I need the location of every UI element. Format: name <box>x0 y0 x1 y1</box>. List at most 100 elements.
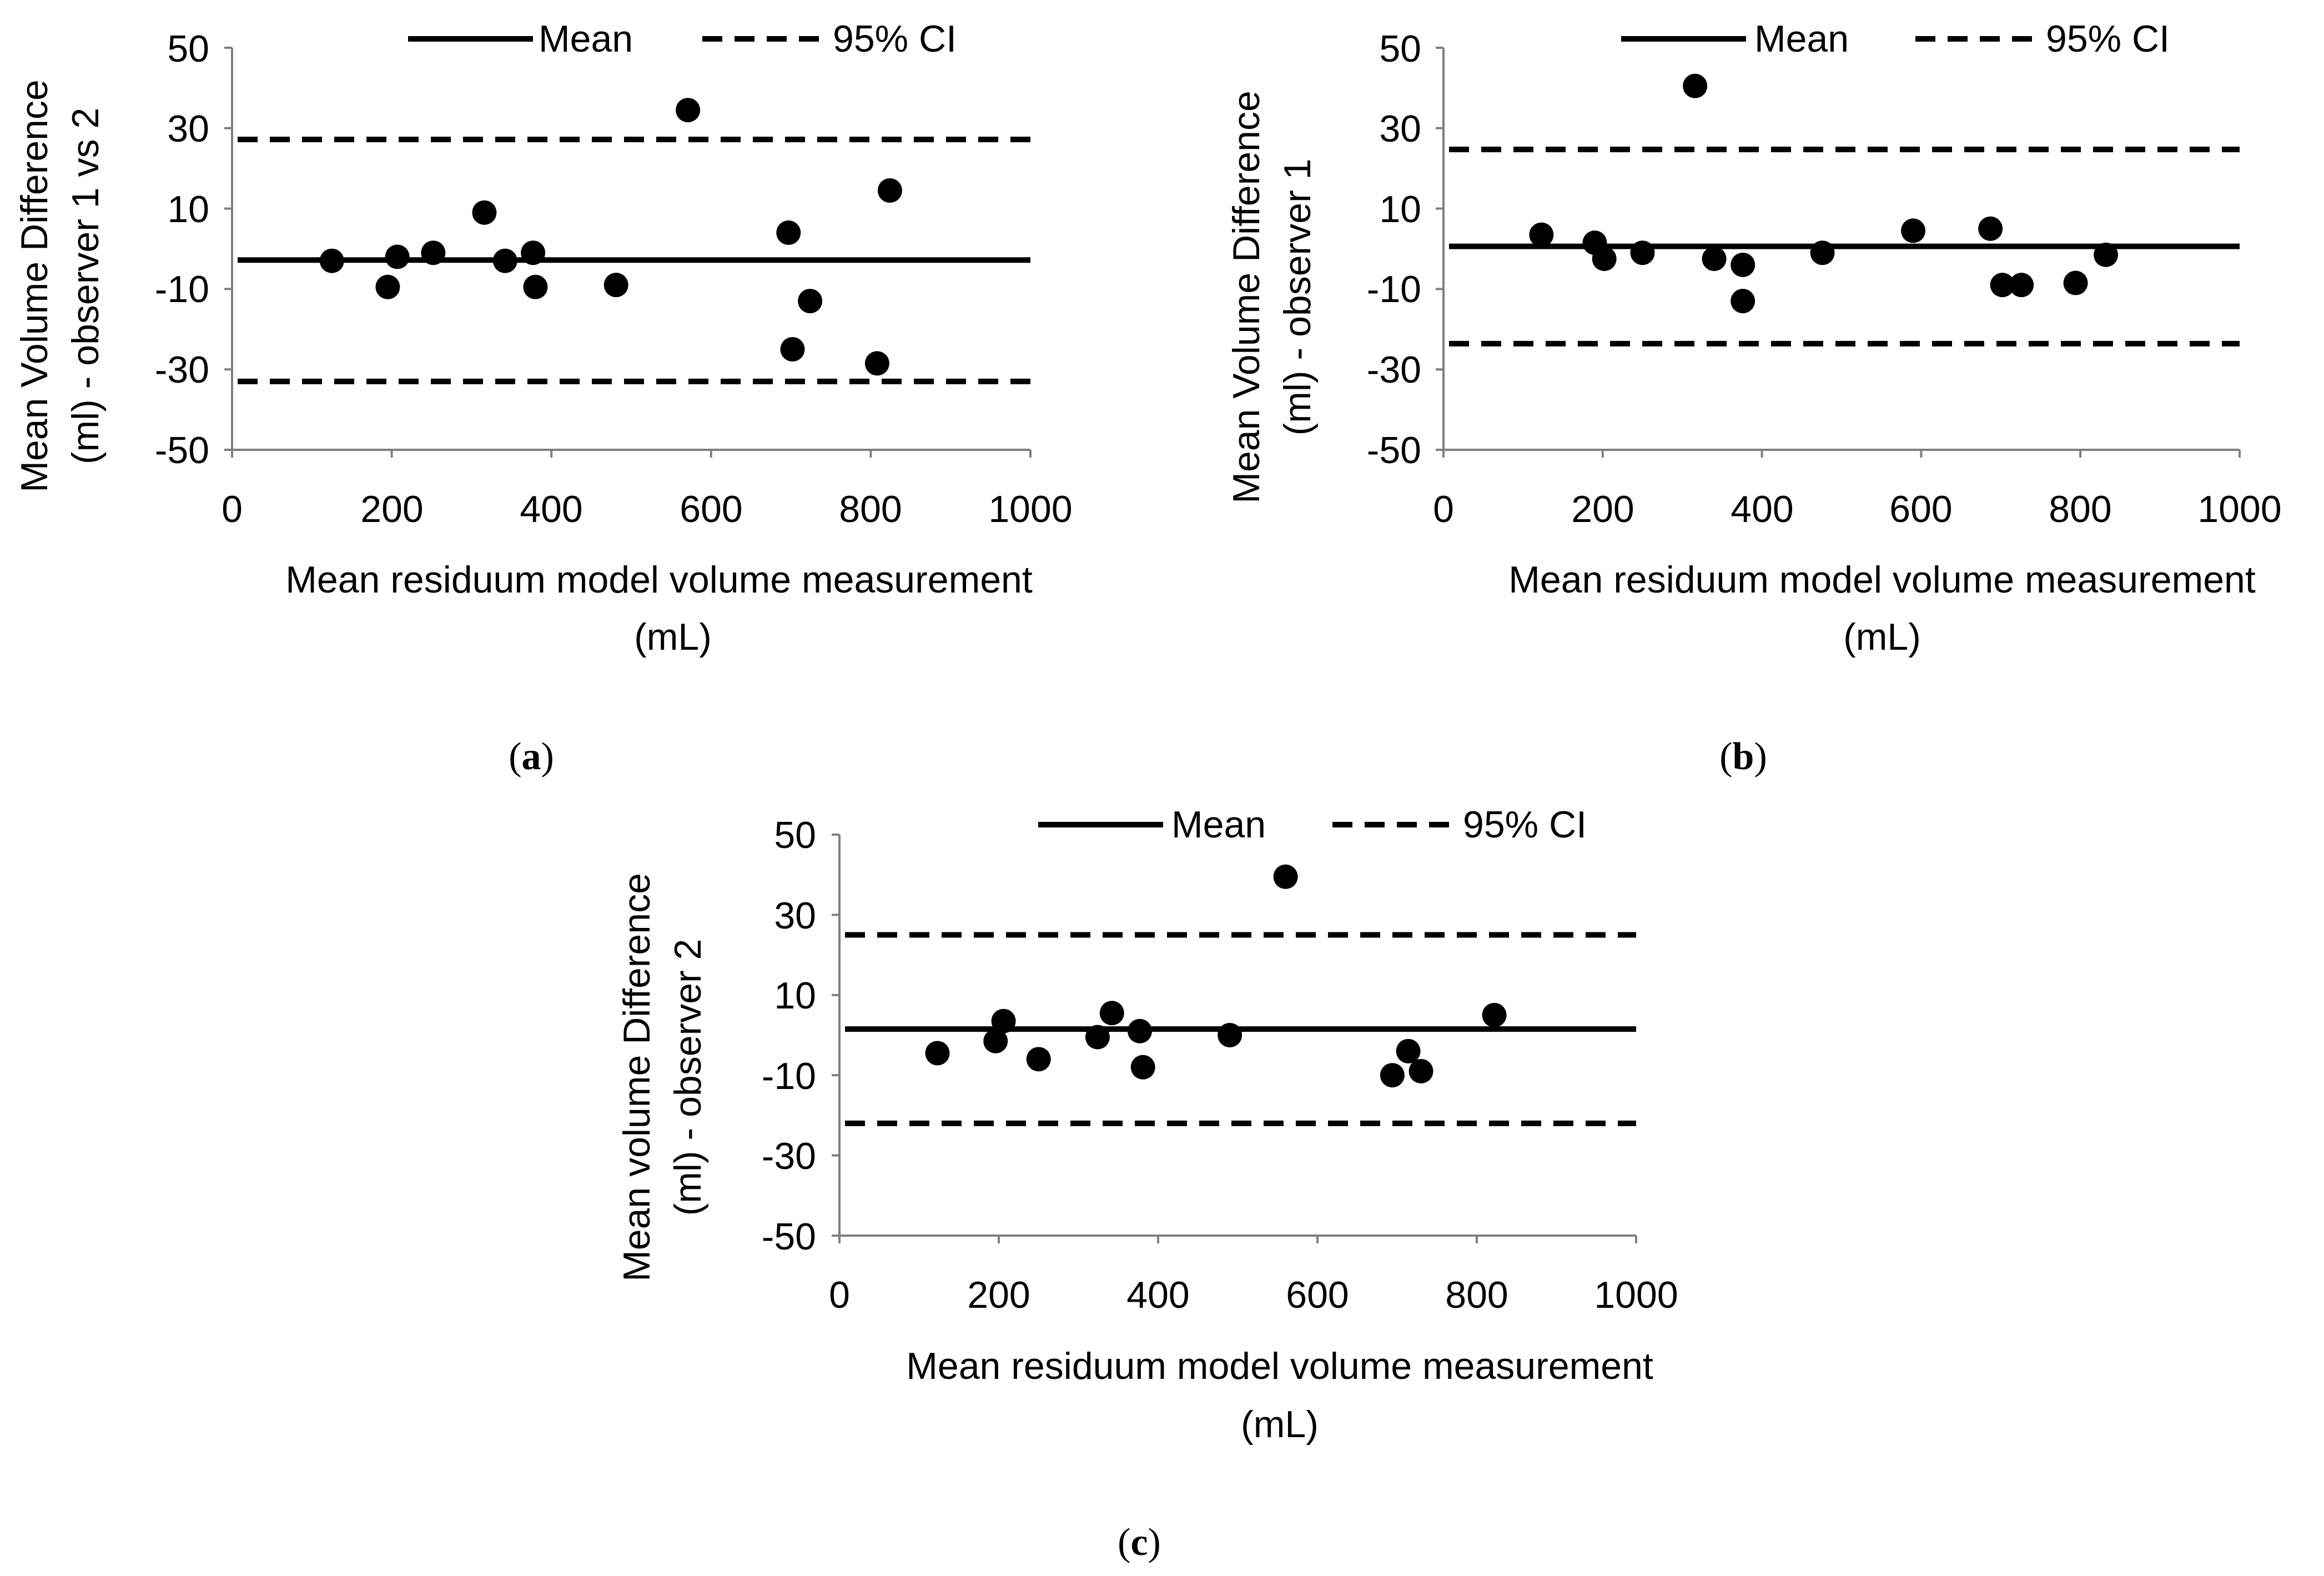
panel-b-caption: (b) <box>1719 735 1767 778</box>
panel-a-ytick-label: 10 <box>167 188 209 230</box>
panel-b-ytick-label: 30 <box>1379 108 1421 150</box>
panel-a-data-point <box>603 273 628 298</box>
panel-a-xtick-label: 1000 <box>988 488 1072 530</box>
panel-a-data-point <box>421 240 446 265</box>
panel-a-data-point <box>676 98 701 123</box>
panel-a-data-point <box>780 337 805 362</box>
panel-a-xtick-labels: 0 200 400 600 800 1000 <box>222 488 1073 530</box>
panel-c-data-point <box>1409 1058 1433 1083</box>
panel-b-yaxis-label-line-2: (ml) - observer 1 <box>1276 159 1319 436</box>
panel-a-legend-mean-label: Mean <box>539 18 633 60</box>
panel-c-ytick-label: 30 <box>774 895 816 937</box>
panel-a-ytick-label: -30 <box>155 349 209 391</box>
panel-b-data-point <box>1529 222 1554 247</box>
panel-a-xtick-label: 400 <box>520 488 582 530</box>
panel-a-data-point <box>523 274 548 299</box>
panel-b-plot <box>1436 47 2241 458</box>
panel-c-data-point <box>1273 864 1298 889</box>
panel-c-caption: (c) <box>1118 1521 1161 1564</box>
panel-b-ytick-label: 10 <box>1379 188 1421 230</box>
panel-b-xtick-label: 400 <box>1731 488 1793 530</box>
panel-c-ytick-label: -50 <box>762 1216 816 1258</box>
panel-c-yaxis-label-line-2: (ml) - observer 2 <box>667 939 709 1216</box>
panel-c-yaxis-label: Mean volume Difference (ml) - observer 2 <box>616 873 709 1282</box>
panel-a-ytick-label: 50 <box>167 28 209 70</box>
panel-a-data-point <box>472 200 497 225</box>
panel-b-xaxis-label-line-2: (mL) <box>1843 616 1921 658</box>
panel-a-legend: Mean 95% CI <box>408 18 957 60</box>
panel-b-ytick-label: -30 <box>1367 349 1421 391</box>
panel-a-caption-letter: a <box>522 735 541 778</box>
panel-c-legend-ci-label: 95% CI <box>1463 804 1587 846</box>
panel-a-ytick-label: -50 <box>155 429 209 471</box>
panel-b-data-point <box>1990 273 2015 298</box>
panel-b-ytick-label: -10 <box>1367 268 1421 310</box>
panel-c-xtick-label: 800 <box>1445 1274 1508 1316</box>
panel-b-xtick-label: 0 <box>1433 488 1454 530</box>
panel-a-caption: (a) <box>509 735 554 778</box>
panel-b-xtick-label: 600 <box>1889 488 1952 530</box>
panel-c: Mean 95% CI 50 30 10 -10 -30 -50 0 200 4… <box>616 804 1678 1564</box>
panel-c-xaxis-label-line-1: Mean residuum model volume measurement <box>906 1345 1653 1387</box>
panel-c-xaxis-label-line-2: (mL) <box>1241 1403 1319 1445</box>
panel-c-data-point <box>1127 1018 1152 1043</box>
panel-b-yaxis-label: Mean Volume Difference (ml) - observer 1 <box>1225 91 1319 503</box>
panel-a-legend-ci-label: 95% CI <box>833 18 957 60</box>
panel-b-data-point <box>1702 247 1727 272</box>
panel-b-ytick-label: -50 <box>1367 429 1421 471</box>
panel-a-data-point <box>492 248 517 273</box>
panel-c-ytick-label: -30 <box>762 1135 816 1177</box>
panel-c-data-point <box>1026 1047 1051 1072</box>
panel-c-xtick-label: 400 <box>1126 1274 1189 1316</box>
panel-a-yaxis-label-line-2: (ml) - observer 1 vs 2 <box>64 108 107 464</box>
panel-c-ytick-labels: 50 30 10 -10 -30 -50 <box>762 814 816 1258</box>
panel-b-data-point <box>1731 252 1755 277</box>
panel-b-legend: Mean 95% CI <box>1621 18 2170 60</box>
panel-b-ytick-label: 50 <box>1379 28 1421 70</box>
panel-c-plot <box>832 834 1637 1243</box>
panel-a-xtick-label: 600 <box>680 488 742 530</box>
panel-c-xtick-label: 600 <box>1286 1274 1349 1316</box>
panel-b-data-point <box>1810 240 1835 265</box>
panel-c-data-point <box>1085 1025 1110 1050</box>
panel-a-xtick-label: 800 <box>839 488 902 530</box>
panel-c-data-point <box>991 1008 1016 1033</box>
panel-c-ytick-label: -10 <box>762 1055 816 1097</box>
panel-c-xtick-label: 0 <box>829 1274 850 1316</box>
panel-c-data-point <box>1482 1002 1507 1027</box>
panel-a: Mean 95% CI 50 30 10 -10 -30 -50 0 200 4… <box>13 18 1073 778</box>
panel-b-ytick-labels: 50 30 10 -10 -30 -50 <box>1367 28 1421 471</box>
panel-a-xtick-label: 200 <box>360 488 423 530</box>
panel-c-ytick-label: 50 <box>774 814 816 856</box>
panel-a-data-point <box>798 289 823 314</box>
panel-b-data-point <box>2094 242 2119 267</box>
panel-a-data-point <box>375 274 400 299</box>
panel-b-xaxis-label-line-1: Mean residuum model volume measurement <box>1508 559 2256 601</box>
panel-b-xtick-label: 800 <box>2049 488 2111 530</box>
panel-b-legend-mean-label: Mean <box>1754 18 1849 60</box>
panel-a-data-point <box>864 351 889 376</box>
panel-b-caption-letter: b <box>1733 735 1754 778</box>
panel-b-legend-ci-label: 95% CI <box>2046 18 2170 60</box>
panel-a-data-point <box>776 220 801 245</box>
panel-b-xtick-labels: 0 200 400 600 800 1000 <box>1433 488 2282 530</box>
panel-a-xaxis-label-line-1: Mean residuum model volume measurement <box>285 559 1033 601</box>
panel-a-data-point <box>319 248 344 273</box>
panel-a-ytick-labels: 50 30 10 -10 -30 -50 <box>155 28 209 471</box>
panel-c-xtick-label: 200 <box>967 1274 1030 1316</box>
panel-a-plot <box>224 47 1032 458</box>
panel-a-xaxis-label-line-2: (mL) <box>634 616 712 658</box>
panel-b-yaxis-label-line-1: Mean Volume Difference <box>1225 91 1267 503</box>
panel-c-xtick-labels: 0 200 400 600 800 1000 <box>829 1274 1678 1316</box>
panel-a-yaxis-label: Mean Volume Difference (ml) - observer 1… <box>13 79 107 492</box>
panel-c-data-point <box>1380 1063 1405 1088</box>
panel-c-data-point <box>983 1028 1008 1053</box>
panel-b-data-point <box>1978 216 2003 241</box>
panel-c-data-point <box>925 1041 950 1066</box>
panel-b-data-point <box>1630 240 1655 265</box>
panel-b-data-point <box>1683 73 1708 98</box>
panel-c-xtick-label: 1000 <box>1594 1274 1678 1316</box>
panel-b: Mean 95% CI 50 30 10 -10 -30 -50 0 200 4… <box>1225 18 2282 778</box>
panel-c-data-point <box>1396 1038 1421 1063</box>
panel-a-ytick-label: 30 <box>167 108 209 150</box>
